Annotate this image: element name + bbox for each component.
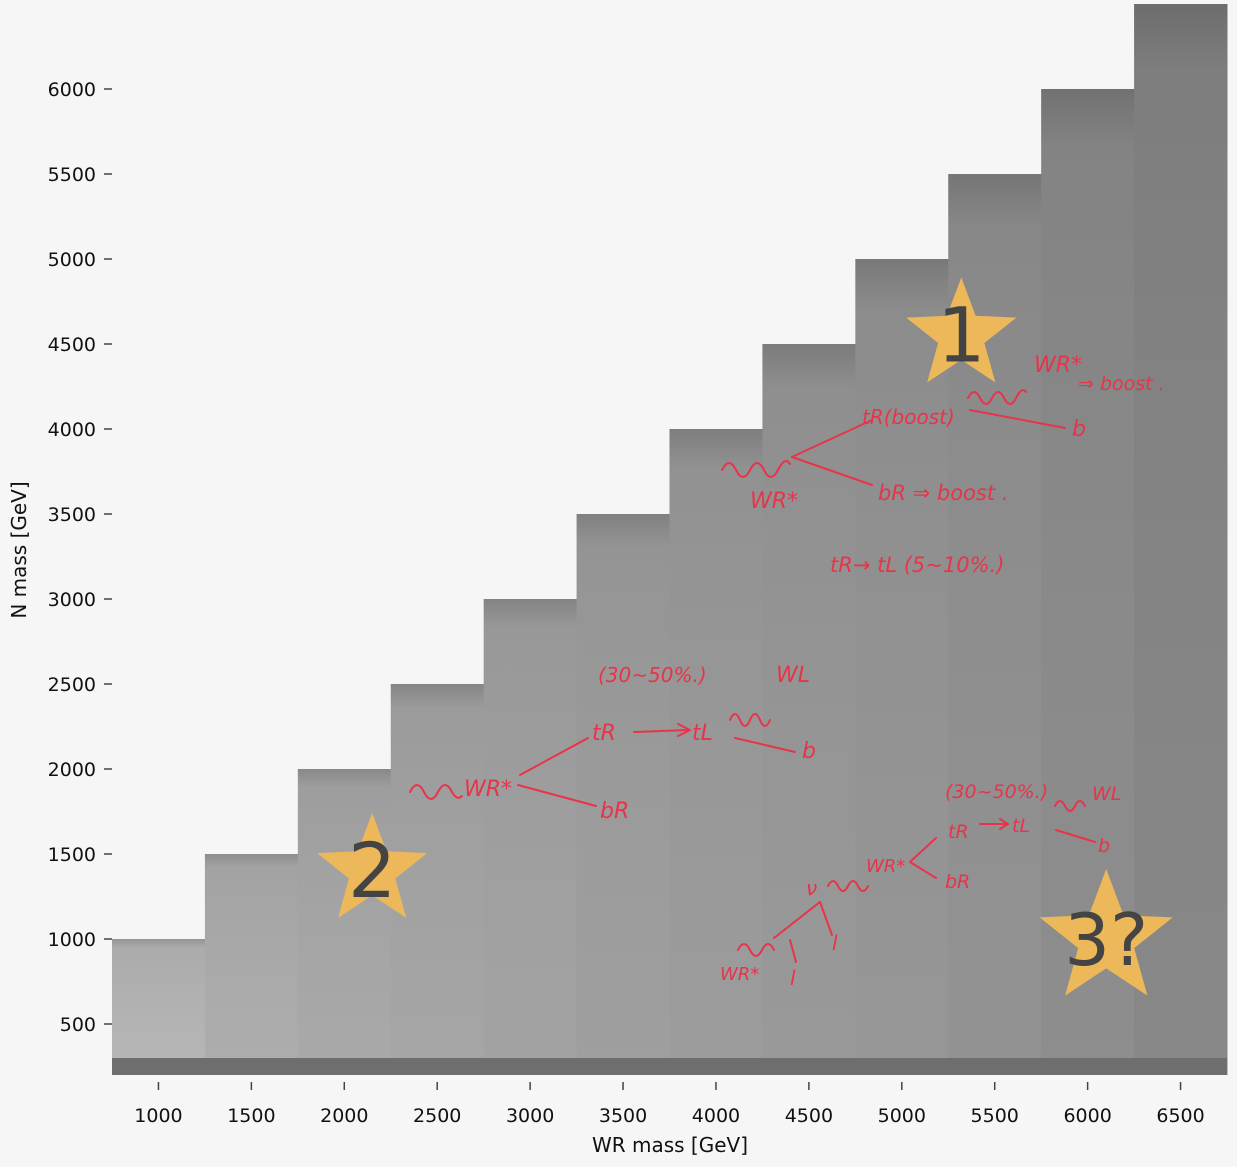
star-marker-3	[1039, 869, 1173, 996]
annotation-l-3a: l	[790, 966, 796, 990]
x-tick-label: 4500	[785, 1105, 833, 1127]
annotation-tl-3: tL	[1012, 815, 1030, 837]
low-mass-band	[112, 1058, 1227, 1075]
annotation-tr-2: tR	[592, 721, 616, 746]
x-tick-label: 3500	[599, 1105, 647, 1127]
y-tick-label: 2000	[48, 759, 96, 781]
x-tick-label: 6000	[1063, 1105, 1111, 1127]
annotation-nu-3: ν	[806, 876, 817, 900]
star-marker-2	[317, 813, 428, 918]
x-tick-label: 2000	[320, 1105, 368, 1127]
heatmap-column-shading	[855, 259, 949, 1075]
annotation-wr-star-3b: WR*	[866, 856, 905, 877]
x-tick-label: 5000	[878, 1105, 926, 1127]
heatmap-cells	[112, 4, 1228, 1075]
heatmap-column-shading	[762, 344, 856, 1075]
annotation-percent-2: (30~50%.)	[598, 663, 707, 687]
annotation-tr-3: tR	[948, 821, 969, 843]
x-tick-label: 6500	[1156, 1105, 1204, 1127]
annotation-wr-star-1: WR*	[750, 489, 798, 514]
y-tick-label: 1500	[48, 844, 96, 866]
annotation-diagram-2: WR* (30~50%.) tR tL WL b bR	[409, 663, 816, 824]
heatmap-column-shading	[297, 769, 392, 1075]
x-tick-label: 5500	[971, 1105, 1019, 1127]
annotation-tr-tl-1: tR→ tL (5~10%.)	[830, 553, 1004, 577]
x-tick-label: 1500	[227, 1105, 275, 1127]
x-tick-label: 1000	[134, 1105, 182, 1127]
x-tick-label: 4000	[692, 1105, 740, 1127]
y-tick-label: 5000	[48, 249, 96, 271]
star-label-1: 1	[937, 291, 985, 380]
heatmap-column-shading	[576, 514, 670, 1075]
y-tick-label: 500	[60, 1014, 96, 1036]
annotation-br-3: bR	[945, 871, 970, 893]
y-tick-label: 4000	[48, 419, 96, 441]
y-tick-label: 6000	[48, 79, 96, 101]
heatmap-column-shading	[112, 939, 206, 1075]
y-tick-label: 3500	[48, 504, 96, 526]
annotation-br-boost: bR ⇒ boost .	[878, 481, 1008, 505]
annotation-wr-star-3: WR*	[720, 964, 759, 985]
y-axis-label: N mass [GeV]	[7, 481, 31, 618]
annotation-wl-3: WL	[1092, 783, 1121, 805]
y-tick-label: 2500	[48, 674, 96, 696]
annotation-l-3b: l	[832, 931, 838, 955]
heatmap-column-shading	[1134, 4, 1228, 1075]
annotation-percent-3: (30~50%.)	[945, 781, 1048, 803]
annotation-wr-star-1b: WR*	[1034, 353, 1082, 378]
y-tick-label: 5500	[48, 164, 96, 186]
annotation-b-3: b	[1098, 835, 1110, 857]
star-markers: 1 2 3?	[317, 277, 1173, 996]
heatmap-column-shading	[204, 854, 299, 1075]
annotation-wl-2: WL	[776, 663, 810, 688]
heatmap-column-shading	[483, 599, 578, 1075]
annotation-wr-star-2: WR*	[464, 777, 512, 802]
x-axis-ticks: 1000 1500 2000 2500 3000 3500 4000 4500 5000 5500…	[134, 1082, 1205, 1127]
annotation-tl-2: tL	[692, 721, 713, 746]
annotation-diagram-1: WR* tR(boost) bR ⇒ boost . WR* ⇒ boost .…	[721, 353, 1165, 577]
heatmap-column-shading	[669, 429, 763, 1075]
annotation-tr-boost: tR(boost)	[862, 405, 955, 429]
annotation-diagram-3: WR* l l ν WR* (30~50%.) tR tL WL b bR	[720, 781, 1121, 990]
x-tick-label: 2500	[413, 1105, 461, 1127]
y-tick-label: 4500	[48, 334, 96, 356]
annotation-b-1: b	[1072, 417, 1086, 442]
y-axis-ticks: 500 1000 1500 2000 2500 3000 3500 4000 4500 5000 5…	[48, 79, 112, 1036]
star-label-3: 3?	[1064, 898, 1148, 982]
x-axis-label: WR mass [GeV]	[592, 1133, 748, 1157]
heatmap-column-shading	[390, 684, 485, 1075]
annotation-b-2: b	[802, 739, 816, 764]
y-tick-label: 3000	[48, 589, 96, 611]
star-marker-1	[906, 277, 1017, 383]
annotation-br-2: bR	[600, 799, 629, 824]
x-tick-label: 3000	[506, 1105, 554, 1127]
y-tick-label: 1000	[48, 929, 96, 951]
annotation-boost: ⇒ boost .	[1078, 373, 1165, 395]
star-label-2: 2	[348, 826, 396, 915]
